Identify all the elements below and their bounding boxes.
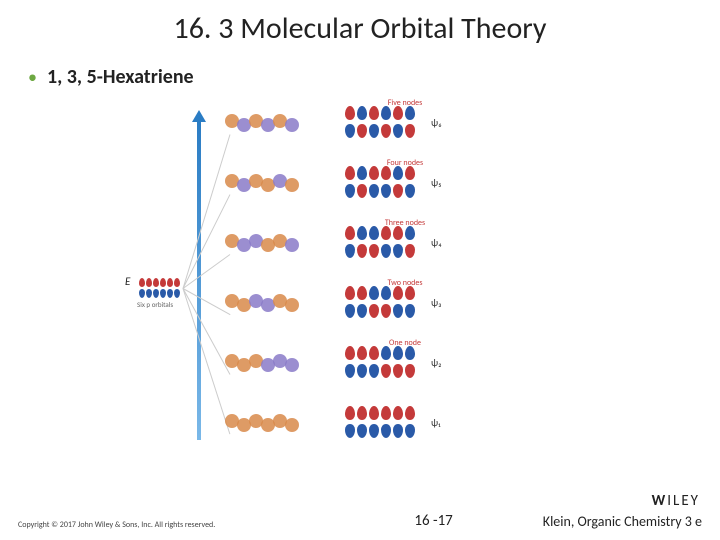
orbital-lobe-3d: [285, 358, 299, 372]
p-orbital: [345, 226, 355, 258]
p-orbital: [369, 166, 379, 198]
footer: Copyright © 2017 John Wiley & Sons, Inc.…: [0, 512, 720, 530]
slide-title: 16. 3 Molecular Orbital Theory: [0, 0, 720, 47]
energy-arrow: [197, 120, 201, 440]
p-orbital: [381, 166, 391, 198]
base-p-orbital: [139, 278, 145, 298]
mo-3d-rendering: [225, 224, 305, 260]
p-orbital: [405, 166, 415, 198]
p-orbital: [393, 406, 403, 438]
psi-label: ψ₆: [431, 116, 442, 129]
base-p-orbitals: [139, 278, 180, 298]
p-orbital: [393, 106, 403, 138]
p-orbital: [381, 286, 391, 318]
mo-level-row: Three nodesψ₄: [225, 224, 442, 260]
mo-level-row: ψ₁: [225, 404, 441, 440]
mo-schematic: [345, 346, 415, 378]
bullet-item: • 1, 3, 5-Hexatriene: [0, 47, 720, 89]
bullet-text: 1, 3, 5-Hexatriene: [47, 65, 194, 89]
p-orbital: [381, 226, 391, 258]
p-orbital: [357, 286, 367, 318]
orbital-lobe-3d: [285, 418, 299, 432]
p-orbital: [405, 346, 415, 378]
orbital-lobe-3d: [285, 238, 299, 252]
mo-schematic: [345, 106, 415, 138]
mo-level-row: Two nodesψ₃: [225, 284, 441, 320]
mo-level-row: One nodeψ₂: [225, 344, 441, 380]
p-orbital: [405, 106, 415, 138]
p-orbital: [345, 106, 355, 138]
base-p-orbital: [174, 278, 180, 298]
p-orbital: [405, 286, 415, 318]
copyright-text: Copyright © 2017 John Wiley & Sons, Inc.…: [18, 520, 414, 530]
p-orbital: [381, 346, 391, 378]
p-orbital: [393, 346, 403, 378]
connector-line: [183, 134, 231, 288]
mo-3d-rendering: [225, 104, 305, 140]
publisher-logo: WILEY: [652, 492, 700, 510]
p-orbital: [345, 166, 355, 198]
p-orbital: [381, 106, 391, 138]
mo-level-row: Four nodesψ₅: [225, 164, 441, 200]
p-orbital: [345, 406, 355, 438]
p-orbital: [357, 106, 367, 138]
base-p-orbital: [160, 278, 166, 298]
base-p-orbital: [167, 278, 173, 298]
p-orbital: [393, 166, 403, 198]
mo-schematic: [345, 406, 415, 438]
p-orbital: [405, 406, 415, 438]
psi-label: ψ₃: [431, 296, 441, 309]
base-p-orbital: [146, 278, 152, 298]
p-orbital: [405, 226, 415, 258]
base-p-orbital: [153, 278, 159, 298]
orbital-lobe-3d: [285, 298, 299, 312]
mo-level-row: Five nodesψ₆: [225, 104, 442, 140]
mo-3d-rendering: [225, 164, 305, 200]
orbital-lobe-3d: [285, 178, 299, 192]
bullet-marker: •: [28, 68, 37, 86]
p-orbital: [357, 166, 367, 198]
mo-3d-rendering: [225, 404, 305, 440]
p-orbital: [357, 406, 367, 438]
mo-3d-rendering: [225, 284, 305, 320]
energy-axis-label: E: [125, 275, 130, 288]
page-number: 16 -17: [414, 512, 452, 530]
p-orbital: [393, 286, 403, 318]
p-orbital: [381, 406, 391, 438]
p-orbital: [393, 226, 403, 258]
mo-schematic: [345, 226, 415, 258]
mo-schematic: [345, 166, 415, 198]
p-orbital: [357, 346, 367, 378]
base-caption: Six p orbitals: [137, 300, 173, 309]
p-orbital: [369, 406, 379, 438]
p-orbital: [369, 346, 379, 378]
mo-schematic: [345, 286, 415, 318]
p-orbital: [345, 346, 355, 378]
p-orbital: [357, 226, 367, 258]
psi-label: ψ₄: [431, 236, 442, 249]
psi-label: ψ₂: [431, 356, 441, 369]
mo-diagram: E Six p orbitals Five nodesψ₆Four nodesψ…: [135, 100, 585, 485]
p-orbital: [369, 226, 379, 258]
mo-3d-rendering: [225, 344, 305, 380]
p-orbital: [369, 286, 379, 318]
psi-label: ψ₅: [431, 176, 441, 189]
orbital-lobe-3d: [285, 118, 299, 132]
psi-label: ψ₁: [431, 416, 441, 429]
textbook-reference: Klein, Organic Chemistry 3 e: [543, 513, 702, 530]
p-orbital: [345, 286, 355, 318]
p-orbital: [369, 106, 379, 138]
